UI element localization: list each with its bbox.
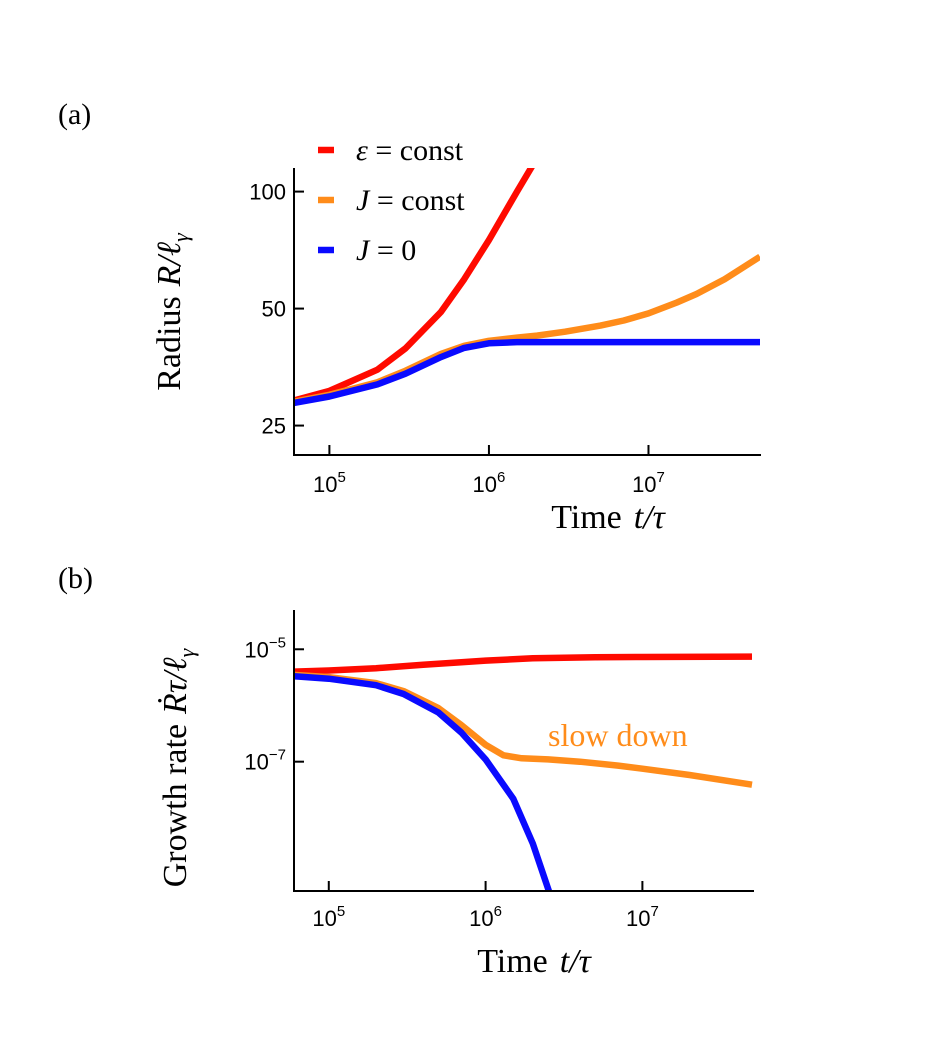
panel-b-x-ticks: 105 106 107 bbox=[312, 881, 659, 931]
panel-a-radius-chart: (a) 105 106 107 25 50 100 Time t/τ Radius R/ℓγ… bbox=[58, 98, 761, 536]
panel-a-legend: ε = const J = const J = 0 bbox=[318, 134, 465, 267]
panel-b-curves bbox=[294, 653, 753, 891]
panel-a-series-orange-line bbox=[294, 253, 760, 405]
panel-a-y-axis-label-sub: γ bbox=[168, 232, 193, 242]
panel-b-y-axis-label-var: Ṙτ/ℓ bbox=[157, 657, 194, 715]
panel-b-y-axis-label-text: Growth rate bbox=[157, 724, 194, 887]
panel-a-y-axis-label-text: Radius bbox=[151, 296, 188, 390]
slow-down-annotation: slow down bbox=[548, 717, 688, 753]
x-tick-label: 105 bbox=[312, 903, 345, 931]
panel-b-y-ticks: 10−5 10−7 bbox=[244, 634, 304, 775]
x-tick-label: 105 bbox=[313, 469, 346, 497]
panel-a-y-axis-label: Radius R/ℓγ bbox=[151, 232, 193, 391]
panel-a-series-blue-line bbox=[294, 338, 760, 407]
x-tick-label: 107 bbox=[632, 469, 665, 497]
panel-a-y-axis-label-var: R/ℓ bbox=[151, 242, 188, 287]
x-tick-label: 106 bbox=[473, 469, 506, 497]
y-tick-label: 10−7 bbox=[244, 747, 286, 775]
panel-a-label: (a) bbox=[58, 98, 91, 131]
panel-a-x-axis-label: Time t/τ bbox=[551, 499, 666, 536]
panel-b-y-axis-label: Growth rate Ṙτ/ℓγ bbox=[157, 647, 199, 887]
panel-b-x-axis-label-var: t/τ bbox=[560, 943, 593, 980]
panel-b-x-axis-label-text: Time bbox=[477, 943, 548, 980]
panel-b-growth-rate-chart: (b) 105 106 107 10−5 10−7 Time t/τ Growth ra… bbox=[58, 562, 754, 980]
legend-label-blue: J = 0 bbox=[356, 234, 416, 267]
panel-b-series-red-line bbox=[294, 653, 753, 675]
panel-b-label: (b) bbox=[58, 562, 93, 595]
x-tick-label: 107 bbox=[626, 903, 659, 931]
panel-a-x-ticks: 105 106 107 bbox=[313, 445, 665, 497]
panel-b-x-axis-label: Time t/τ bbox=[477, 943, 592, 980]
panel-a-x-axis-label-var: t/τ bbox=[634, 499, 667, 536]
x-tick-label: 106 bbox=[469, 903, 502, 931]
panel-a-series-red-line bbox=[294, 168, 535, 404]
y-tick-label: 10−5 bbox=[244, 634, 286, 662]
panel-b-series-blue-line bbox=[294, 673, 553, 891]
panel-a-curves bbox=[294, 168, 760, 407]
y-tick-label: 100 bbox=[249, 180, 286, 205]
legend-label-red: ε = const bbox=[356, 134, 464, 167]
panel-a-y-ticks: 25 50 100 bbox=[249, 180, 304, 439]
panel-a-x-axis-label-text: Time bbox=[551, 499, 622, 536]
y-tick-label: 25 bbox=[262, 414, 286, 439]
y-tick-label: 50 bbox=[262, 297, 286, 322]
legend-label-orange: J = const bbox=[356, 184, 465, 217]
panel-b-y-axis-label-sub: γ bbox=[174, 647, 199, 657]
